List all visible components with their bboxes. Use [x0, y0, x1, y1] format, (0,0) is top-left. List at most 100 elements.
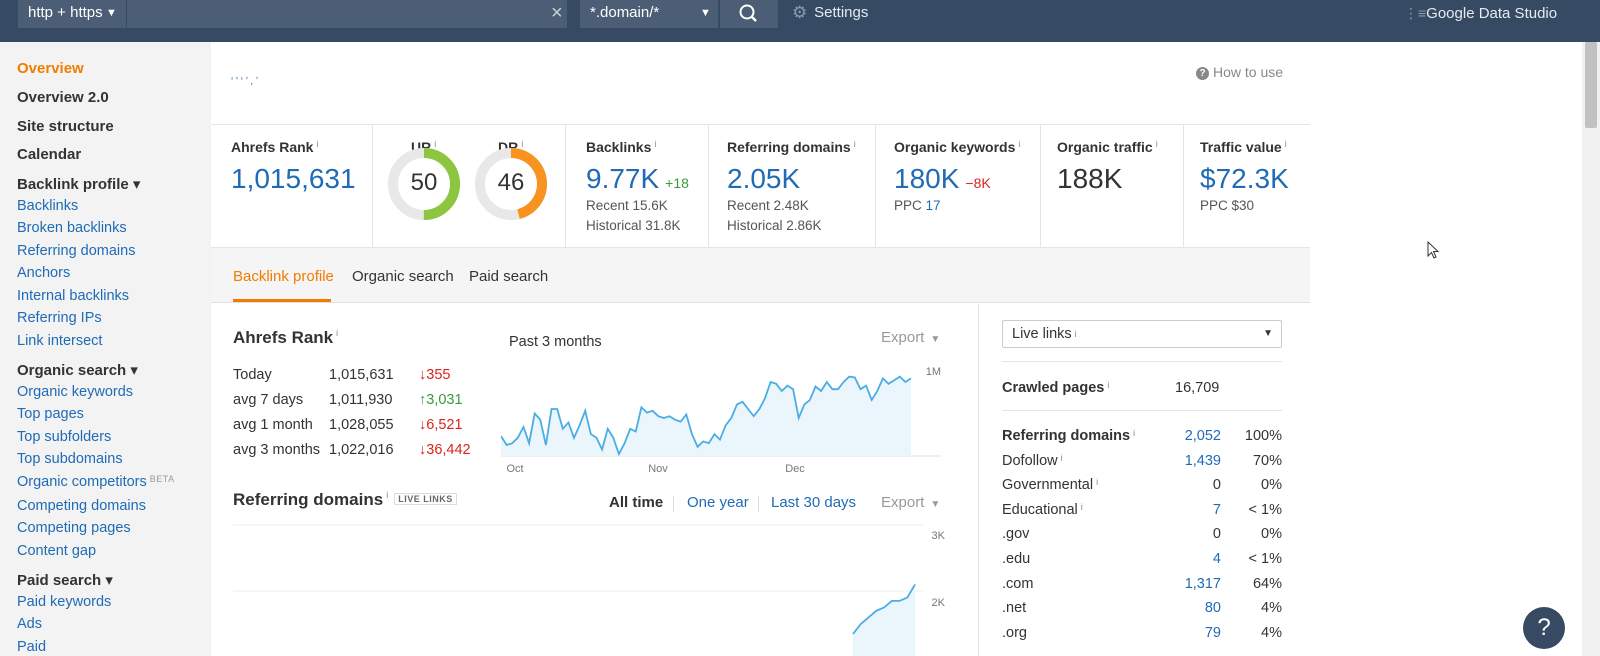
breakdown-row: Referring domains i 2,052 100% — [1002, 428, 1282, 448]
breakdown-count[interactable]: 79 — [1204, 624, 1221, 641]
clear-icon[interactable]: × — [551, 2, 563, 24]
ok-value[interactable]: 180K — [894, 163, 960, 194]
info-icon[interactable]: i — [1018, 139, 1021, 149]
sidebar-item-referring-ips[interactable]: Referring IPs — [17, 310, 102, 326]
sidebar-item-competing-pages[interactable]: Competing pages — [17, 520, 131, 536]
sidebar-item-organic-keywords[interactable]: Organic keywords — [17, 384, 134, 400]
sidebar-item-paid-cut[interactable]: Paid — [17, 639, 47, 655]
sidebar-section-backlink-profile[interactable]: Backlink profile ▾ — [17, 176, 141, 193]
breakdown-count[interactable]: 7 — [1212, 501, 1221, 518]
sidebar-item-top-subdomains[interactable]: Top subdomains — [17, 451, 123, 467]
info-icon[interactable]: i — [1060, 452, 1063, 463]
info-icon[interactable]: i — [1096, 477, 1099, 488]
metric-label: Referring domains i — [727, 139, 856, 155]
chevron-down-icon: ▼ — [930, 499, 941, 510]
sidebar-item-ads[interactable]: Ads — [17, 616, 42, 632]
sidebar-item-paid-keywords[interactable]: Paid keywords — [17, 594, 112, 610]
export-label: Export — [881, 329, 925, 346]
sidebar-item-link-intersect[interactable]: Link intersect — [17, 333, 103, 349]
info-icon[interactable]: i — [1284, 139, 1287, 149]
sidebar-item-backlinks[interactable]: Backlinks — [17, 198, 79, 214]
sidebar-item-overview-2[interactable]: Overview 2.0 — [17, 89, 109, 106]
info-icon[interactable]: i — [1133, 428, 1136, 438]
protocol-mode-select[interactable]: http + https ▼ — [18, 0, 126, 28]
referring-domains-summary: Live links i ▼ Crawled pages i 16,709 Refer… — [980, 304, 1310, 656]
metric-traffic-value: Traffic value i $72.3K PPC $30 — [1184, 125, 1310, 248]
breakdown-count[interactable]: 4 — [1212, 551, 1221, 567]
breakdown-count[interactable]: 1,317 — [1184, 575, 1221, 592]
info-icon[interactable]: i — [853, 139, 856, 149]
tab-organic-search[interactable]: Organic search — [352, 268, 454, 285]
sidebar-item-broken-backlinks[interactable]: Broken backlinks — [17, 220, 127, 236]
scope-mode-select[interactable]: *.domain/* ▼ — [580, 0, 718, 28]
sidebar-item-anchors[interactable]: Anchors — [17, 265, 71, 281]
breakdown-row: .com 1,317 64% — [1002, 576, 1282, 596]
sidebar-item-content-gap[interactable]: Content gap — [17, 543, 97, 559]
x-tick-label: Nov — [648, 463, 668, 475]
sidebar-item-top-subfolders[interactable]: Top subfolders — [17, 429, 112, 445]
export-label: Export — [881, 494, 925, 511]
search-button[interactable] — [720, 0, 778, 28]
backlinks-delta: +18 — [665, 175, 689, 191]
referring-domains-chart: 3K 2K — [233, 524, 946, 656]
google-data-studio-link[interactable]: ⋮≡ Google Data Studio — [1404, 0, 1557, 28]
sidebar-item-overview[interactable]: Overview — [17, 60, 84, 77]
metric-label: Organic traffic i — [1057, 139, 1158, 155]
export-button[interactable]: Export ▼ — [881, 494, 940, 511]
info-icon[interactable]: i — [1107, 380, 1110, 390]
sidebar-item-referring-domains[interactable]: Referring domains — [17, 243, 136, 259]
tab-paid-search[interactable]: Paid search — [469, 268, 549, 285]
breakdown-count[interactable]: 2,052 — [1184, 428, 1221, 444]
rank-change: ↑3,031 — [419, 392, 463, 408]
settings-link[interactable]: ⚙ Settings — [792, 0, 868, 28]
backlinks-value-wrap: 9.77K +18 — [586, 163, 689, 195]
breakdown-percent: < 1% — [1248, 501, 1282, 518]
sidebar-item-calendar[interactable]: Calendar — [17, 146, 82, 163]
link-type-select[interactable]: Live links i ▼ — [1002, 320, 1282, 348]
sidebar-item-top-pages[interactable]: Top pages — [17, 406, 84, 422]
metric-label: Organic keywords i — [894, 139, 1020, 155]
range-all-time[interactable]: All time — [609, 494, 664, 511]
rd-value[interactable]: 2.05K — [727, 163, 801, 194]
rank-change-value: 355 — [426, 367, 451, 383]
scrollbar-thumb[interactable] — [1585, 42, 1597, 128]
sidebar-item-site-structure[interactable]: Site structure — [17, 118, 114, 135]
chevron-down-icon: ▼ — [106, 7, 117, 19]
info-icon[interactable]: i — [521, 139, 524, 149]
how-to-use-link[interactable]: ? How to use — [1196, 64, 1283, 80]
backlinks-value[interactable]: 9.77K — [586, 163, 660, 194]
ok-value-wrap: 180K −8K — [894, 163, 991, 195]
sidebar-item-competing-domains[interactable]: Competing domains — [17, 498, 146, 514]
target-url-input[interactable] — [127, 0, 567, 28]
breakdown-row: Governmental i 0 0% — [1002, 477, 1282, 497]
tv-value[interactable]: $72.3K — [1200, 163, 1289, 194]
range-one-year[interactable]: One year — [687, 494, 749, 511]
export-button[interactable]: Export ▼ — [881, 329, 940, 346]
page-scrollbar[interactable] — [1582, 42, 1600, 656]
sidebar-section-paid-search[interactable]: Paid search ▾ — [17, 572, 113, 589]
range-last-30-days[interactable]: Last 30 days — [771, 494, 857, 511]
sidebar-item-internal-backlinks[interactable]: Internal backlinks — [17, 288, 130, 304]
link-type-value: Live links — [1012, 326, 1072, 342]
tab-backlink-profile[interactable]: Backlink profile — [233, 268, 334, 285]
info-icon[interactable]: i — [434, 139, 437, 149]
breakdown-label: Educational i — [1002, 502, 1083, 518]
info-icon[interactable]: i — [1080, 501, 1083, 512]
ok-ppc-value[interactable]: 17 — [925, 198, 941, 213]
info-icon[interactable]: i — [1155, 139, 1158, 149]
sidebar-item-organic-competitors[interactable]: Organic competitors BETA — [17, 474, 175, 490]
breakdown-count[interactable]: 1,439 — [1184, 452, 1221, 469]
ahrefs-rank-value[interactable]: 1,015,631 — [231, 163, 356, 194]
breakdown-label-text: Dofollow — [1002, 452, 1058, 469]
breakdown-count: 0 — [1212, 526, 1221, 543]
breakdown-percent: 4% — [1261, 624, 1282, 641]
help-chat-button[interactable]: ? — [1523, 607, 1565, 649]
breakdown-count[interactable]: 80 — [1204, 600, 1221, 617]
sidebar-section-organic-search[interactable]: Organic search ▾ — [17, 362, 138, 379]
info-icon[interactable]: i — [336, 328, 339, 338]
metric-label: Traffic value i — [1200, 139, 1287, 155]
info-icon[interactable]: i — [654, 139, 657, 149]
info-icon[interactable]: i — [316, 139, 319, 149]
info-icon[interactable]: i — [386, 490, 389, 500]
breakdown-row: .net 80 4% — [1002, 600, 1282, 620]
